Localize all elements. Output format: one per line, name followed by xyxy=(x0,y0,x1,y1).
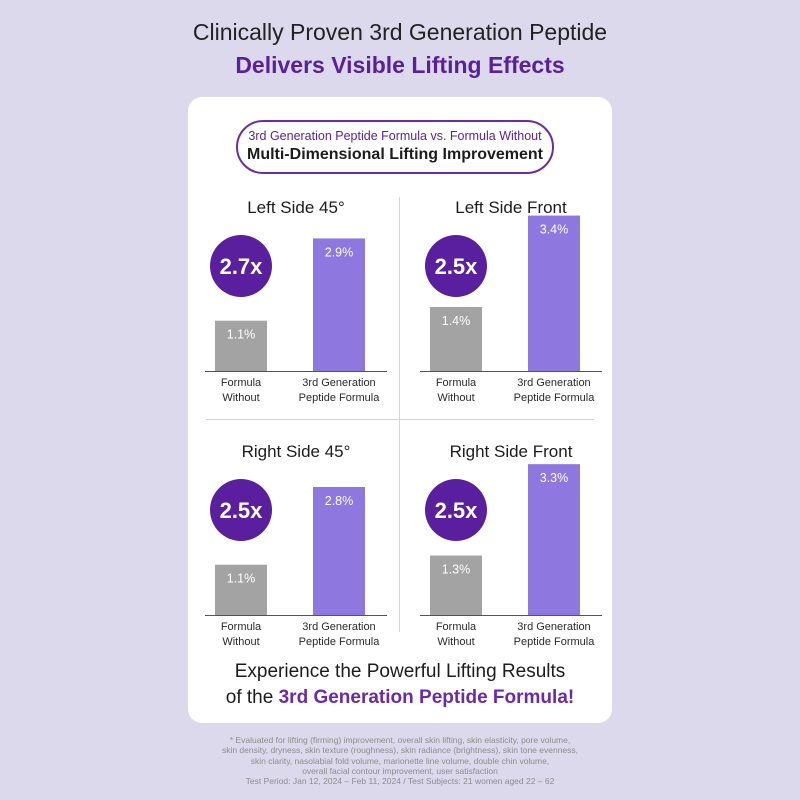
category-label: Formula xyxy=(221,377,262,389)
bar-formula-without xyxy=(430,555,482,615)
chart-panel-right-45: Right Side 45° 1.1% Formula Without 2.8% 3rd … xyxy=(201,439,391,659)
bar-chart-svg: Left Side 45° 1.1% Formula Without 2.9% 3rd G… xyxy=(205,198,387,404)
bar-chart-svg: Right Side Front 1.3% Formula Without 3.3% 3r… xyxy=(420,442,602,648)
multiplier-label: 2.5x xyxy=(435,254,479,279)
bar-value-label: 3.4% xyxy=(540,223,569,237)
bar-formula-without xyxy=(215,320,267,371)
footer-line-1: Experience the Powerful Lifting Results xyxy=(234,661,566,682)
bar-peptide-formula xyxy=(313,238,365,371)
category-label: Formula xyxy=(221,621,262,633)
bar-chart-svg: Right Side 45° 1.1% Formula Without 2.8% 3rd … xyxy=(205,442,387,648)
footnote: * Evaluated for lifting (firming) improv… xyxy=(190,735,610,786)
results-card: 3rd Generation Peptide Formula vs. Formu… xyxy=(188,97,612,723)
category-label: 3rd Generation xyxy=(302,621,375,633)
comparison-pill: 3rd Generation Peptide Formula vs. Formu… xyxy=(236,120,554,174)
pill-title: Multi-Dimensional Lifting Improvement xyxy=(246,146,543,163)
bar-value-label: 2.8% xyxy=(325,494,354,508)
category-label: Peptide Formula xyxy=(299,392,381,404)
category-label: Without xyxy=(222,636,259,648)
chart-panel-left-front: Left Side Front 1.4% Formula Without 3.4% 3rd… xyxy=(416,195,606,415)
category-label: 3rd Generation xyxy=(517,377,590,389)
footer-line-2-accent: 3rd Generation Peptide Formula! xyxy=(278,687,575,708)
bar-value-label: 1.3% xyxy=(442,563,471,577)
multiplier-badge xyxy=(425,235,487,297)
chart-title: Right Side 45° xyxy=(242,442,351,461)
category-label: Formula xyxy=(436,377,477,389)
category-label: 3rd Generation xyxy=(517,621,590,633)
bar-value-label: 2.9% xyxy=(325,245,354,259)
footnote-line: * Evaluated for lifting (firming) improv… xyxy=(229,735,571,745)
bar-value-label: 1.4% xyxy=(442,314,471,328)
vertical-divider xyxy=(399,197,400,632)
category-label: Without xyxy=(437,392,474,404)
footnote-line: skin density, dryness, skin texture (rou… xyxy=(221,745,579,756)
multiplier-badge xyxy=(210,235,272,297)
footer-message: Experience the Powerful Lifting Results … xyxy=(188,659,612,711)
category-label: Without xyxy=(222,392,259,404)
chart-title: Left Side 45° xyxy=(247,198,345,217)
chart-title: Left Side Front xyxy=(455,198,567,217)
bar-formula-without xyxy=(215,564,267,615)
horizontal-divider xyxy=(206,419,594,420)
category-label: Without xyxy=(437,636,474,648)
bar-value-label: 1.1% xyxy=(227,328,256,342)
category-label: Formula xyxy=(436,621,477,633)
bar-value-label: 1.1% xyxy=(227,572,256,586)
footnote-line: overall facial contour improvement, user… xyxy=(302,765,498,776)
footer-line-2-prefix: of the xyxy=(225,687,279,708)
bar-value-label: 3.3% xyxy=(540,471,569,485)
bar-chart-svg: Left Side Front 1.4% Formula Without 3.4% 3rd… xyxy=(420,198,602,404)
category-label: 3rd Generation xyxy=(302,377,375,389)
headline-line-2: Delivers Visible Lifting Effects xyxy=(235,52,565,78)
multiplier-label: 2.5x xyxy=(435,498,479,523)
bar-formula-without xyxy=(430,307,482,371)
pill-subtitle: 3rd Generation Peptide Formula vs. Formu… xyxy=(248,129,542,143)
chart-panel-right-front: Right Side Front 1.3% Formula Without 3.3% 3r… xyxy=(416,439,606,659)
multiplier-badge xyxy=(210,479,272,541)
category-label: Peptide Formula xyxy=(514,636,596,648)
multiplier-badge xyxy=(425,479,487,541)
category-label: Peptide Formula xyxy=(514,392,596,404)
category-label: Peptide Formula xyxy=(299,636,381,648)
chart-title: Right Side Front xyxy=(450,442,573,461)
headline-line-1: Clinically Proven 3rd Generation Peptide xyxy=(192,19,608,45)
footnote-line: skin clarity, nasolabial fold volume, ma… xyxy=(250,755,550,766)
footer-line-2: of the 3rd Generation Peptide Formula! xyxy=(188,685,612,711)
bar-peptide-formula xyxy=(528,215,580,371)
bar-peptide-formula xyxy=(528,464,580,615)
chart-panel-left-45: Left Side 45° 1.1% Formula Without 2.9% 3rd G… xyxy=(201,195,391,415)
bar-peptide-formula xyxy=(313,487,365,615)
footnote-line: Test Period: Jan 12, 2024 – Feb 11, 2024… xyxy=(245,776,555,787)
multiplier-label: 2.7x xyxy=(220,254,264,279)
multiplier-label: 2.5x xyxy=(220,498,264,523)
